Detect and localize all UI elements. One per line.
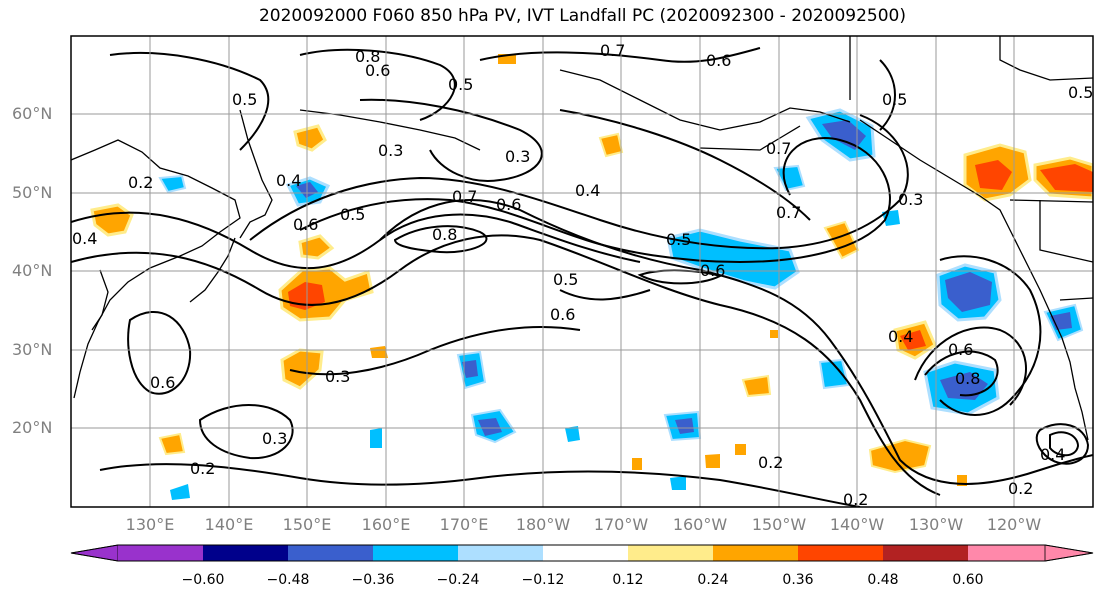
colorbar-tick-label: 0.48 [867,572,899,588]
colorbar-tick-label: −0.48 [266,572,310,588]
latitude-label: 60°N [12,104,53,123]
contour-label: 0.6 [948,340,973,359]
longitude-label: 150°E [282,515,332,534]
longitude-label: 150°W [751,515,807,534]
colorbar-tick-label: 0.36 [782,572,814,588]
map-area: 0.2 0.2 0.2 0.2 0.2 0.3 0.3 0.3 0.3 0.3 … [71,36,1093,509]
map-frame [70,35,1094,508]
colorbar-segment [1044,544,1094,562]
contour-label: 0.4 [888,327,913,346]
latitude-label: 30°N [12,340,53,359]
longitude-label: 170°W [593,515,649,534]
colorbar-tick-label: −0.60 [181,572,225,588]
contour-label: 0.3 [325,367,350,386]
colorbar-tick-label: 0.24 [697,572,729,588]
contour-label: 0.4 [72,229,97,248]
contour-label: 0.3 [505,147,530,166]
colorbar-segment [968,545,1045,561]
contour-label-layer: 0.2 0.2 0.2 0.2 0.2 0.3 0.3 0.3 0.3 0.3 … [72,41,1093,509]
contour-label: 0.8 [432,225,457,244]
contour-label: 0.6 [700,261,725,280]
contour-label: 0.4 [575,181,600,200]
colorbar-outline [70,544,1094,562]
graticule-layer [71,36,1093,507]
contour-label: 0.5 [1068,83,1093,102]
latitude-label: 40°N [12,261,53,280]
latitude-label: 50°N [12,183,53,202]
contour-label: 0.2 [758,453,783,472]
contour-label: 0.2 [128,173,153,192]
contour-label: 0.5 [553,270,578,289]
contour-label: 0.7 [452,187,477,206]
colorbar-tick-label: −0.12 [521,572,565,588]
contour-label: 0.7 [776,203,801,222]
contour-label: 0.6 [496,195,521,214]
colorbar-segment [70,544,119,562]
contour-label: 0.3 [262,429,287,448]
colorbar-segment [118,545,203,561]
colorbar-tick-label: 0.60 [952,572,984,588]
colorbar-segment [628,545,713,561]
colorbar-segment [798,545,883,561]
longitude-label: 160°E [361,515,411,534]
coastline-layer [71,36,1093,441]
contour-label: 0.4 [276,171,301,190]
colorbar-segment [543,545,628,561]
contour-label: 0.6 [150,373,175,392]
shading-layer [90,54,1093,500]
contour-label: 0.7 [600,41,625,60]
contour-label: 0.2 [190,459,215,478]
longitude-label: 180°W [515,515,571,534]
colorbar-tick-label: −0.36 [351,572,395,588]
longitude-label: 140°W [829,515,885,534]
contour-label: 0.2 [1008,479,1033,498]
colorbar-tick-label: 0.12 [612,572,644,588]
contour-label: 0.6 [706,51,731,70]
contour-label: 0.6 [365,61,390,80]
contour-label: 0.5 [448,75,473,94]
contour-label: 0.7 [766,139,791,158]
colorbar-segment [883,545,968,561]
contour-label: 0.6 [293,215,318,234]
contour-label: 0.8 [355,47,380,66]
contour-label: 0.2 [843,490,868,509]
colorbar [70,544,1094,562]
contour-label: 0.3 [378,141,403,160]
contour-label: 0.5 [340,205,365,224]
longitude-label: 130°E [125,515,175,534]
map-title: 2020092000 F060 850 hPa PV, IVT Landfall… [258,6,906,26]
contour-label: 0.5 [882,90,907,109]
longitude-label: 140°E [204,515,254,534]
contour-label: 0.4 [1040,445,1065,464]
latitude-label: 20°N [12,418,53,437]
longitude-label: 170°E [439,515,489,534]
contour-label: 0.8 [955,369,980,388]
longitude-label: 130°W [908,515,964,534]
colorbar-segment [203,545,288,561]
colorbar-segment [713,545,798,561]
colorbar-segment [458,545,543,561]
contour-label: 0.5 [232,90,257,109]
longitude-label: 160°W [672,515,728,534]
colorbar-segment [373,545,458,561]
contour-label: 0.5 [666,230,691,249]
colorbar-segment [288,545,373,561]
contour-label: 0.3 [898,190,923,209]
longitude-label: 120°W [986,515,1042,534]
colorbar-tick-label: −0.24 [436,572,480,588]
contour-label: 0.6 [550,305,575,324]
